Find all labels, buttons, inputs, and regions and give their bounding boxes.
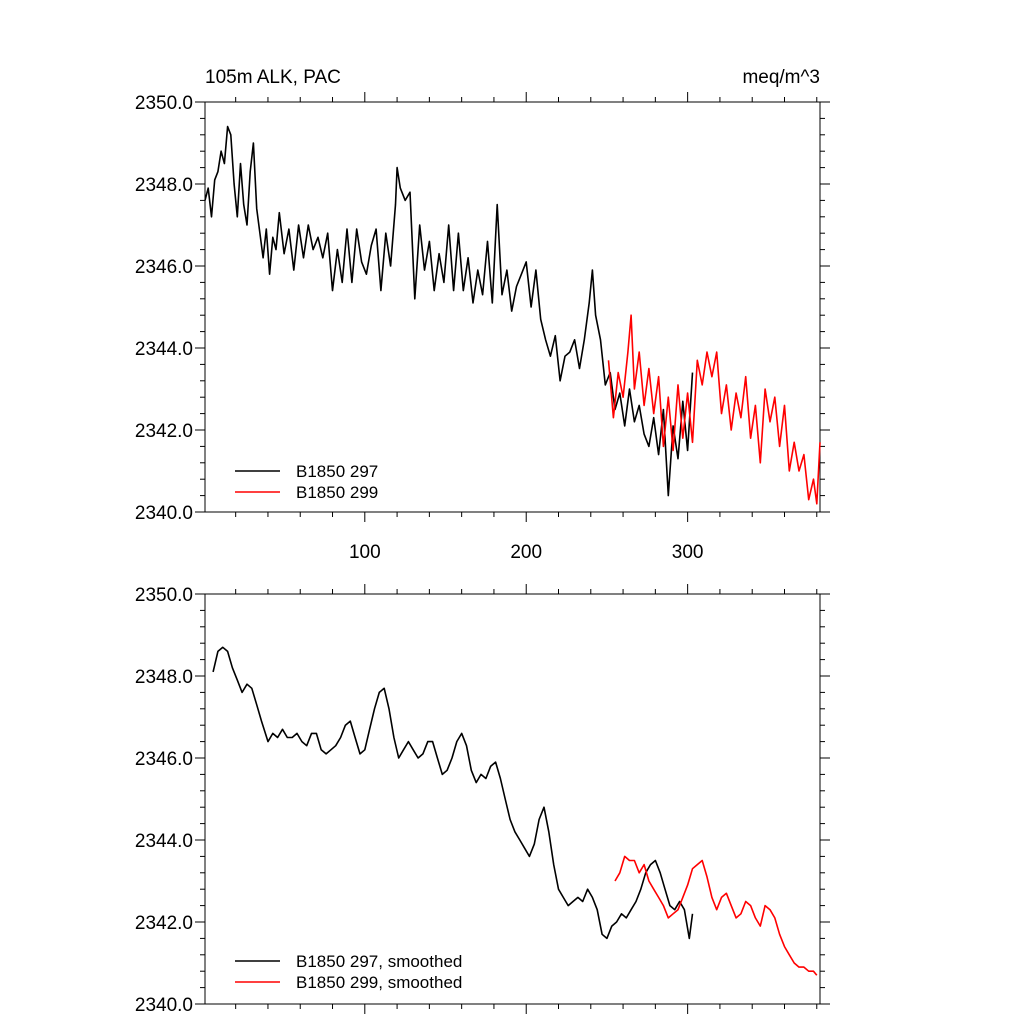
bottom-plot-frame [204,593,821,1005]
legend-label-b1850-297-smoothed: B1850 297, smoothed [296,952,462,971]
units-label: meq/m^3 [742,67,820,88]
y-tick-label: 2346.0 [135,749,193,770]
y-tick-label: 2348.0 [135,175,193,196]
series-line-b1850-299 [607,314,821,505]
y-tick-label: 2340.0 [135,503,193,524]
legend-label-b1850-299: B1850 299 [296,483,378,502]
chart-title: 105m ALK, PAC [205,67,341,88]
x-tick-label: 100 [349,542,381,563]
series-line-b1850-297-smoothed [212,646,694,940]
legend-label-b1850-299-smoothed: B1850 299, smoothed [296,973,462,992]
y-tick-label: 2344.0 [135,831,193,852]
bottom-series-lines [212,646,818,976]
top-panel: 105m ALK, PAC meq/m^3 2340.0 2342.0 2344.0… [135,67,830,563]
top-axes-ticks [195,92,830,522]
bottom-panel: 2340.0 2342.0 2344.0 2346.0 2348.0 2350.0 B18… [135,584,830,1016]
series-line-b1850-299-smoothed [614,855,818,976]
bottom-y-tick-labels: 2340.0 2342.0 2344.0 2346.0 2348.0 2350.0 [135,585,193,1016]
y-tick-label: 2350.0 [135,93,193,114]
y-tick-label: 2348.0 [135,667,193,688]
x-tick-label: 300 [672,542,704,563]
legend-label-b1850-297: B1850 297 [296,462,378,481]
top-plot-frame [204,101,821,513]
top-x-tick-labels: 100 200 300 [349,542,704,563]
series-line-b1850-297 [204,125,694,497]
y-tick-label: 2340.0 [135,995,193,1016]
bottom-axes-ticks [195,584,830,1014]
y-tick-label: 2346.0 [135,257,193,278]
top-series-lines [204,125,821,505]
top-y-tick-labels: 2340.0 2342.0 2344.0 2346.0 2348.0 2350.0 [135,93,193,524]
y-tick-label: 2350.0 [135,585,193,606]
y-tick-label: 2342.0 [135,421,193,442]
y-tick-label: 2342.0 [135,913,193,934]
x-tick-label: 200 [510,542,542,563]
top-legend: B1850 297 B1850 299 [235,462,378,502]
y-tick-label: 2344.0 [135,339,193,360]
bottom-legend: B1850 297, smoothed B1850 299, smoothed [235,952,462,992]
